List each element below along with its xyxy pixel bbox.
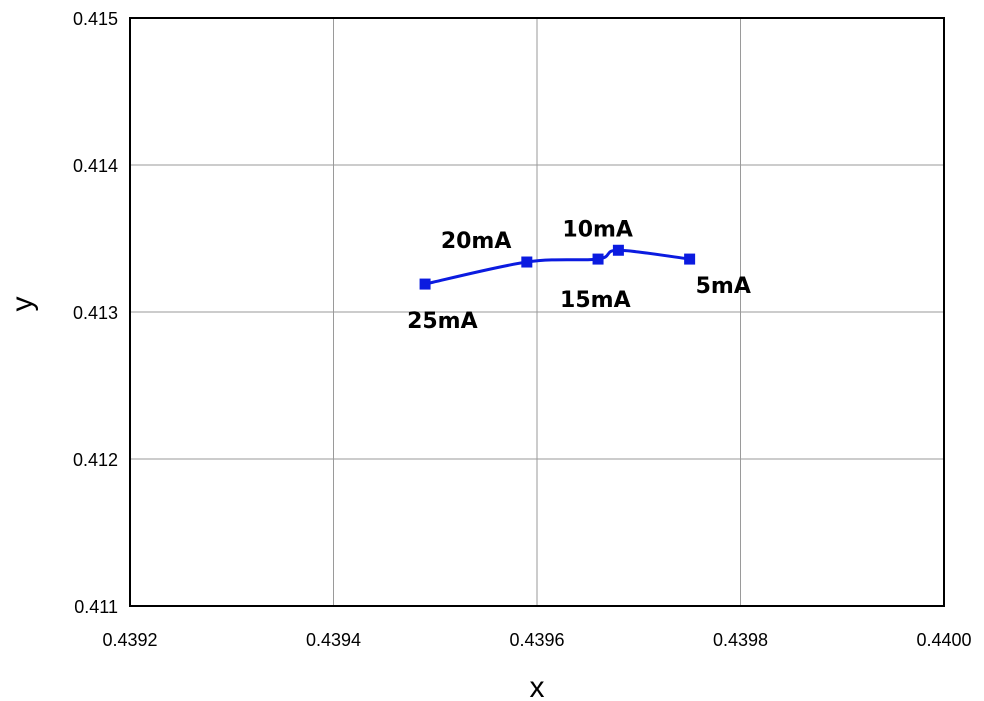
y-axis-ticks: 0.411 0.412 0.413 0.414 0.415 xyxy=(73,9,118,617)
x-tick-label: 0.4394 xyxy=(306,630,361,650)
data-point-label: 10mA xyxy=(562,217,633,242)
y-tick-label: 0.413 xyxy=(73,303,118,323)
data-point-marker xyxy=(684,253,696,265)
data-point-marker xyxy=(521,256,533,268)
series-line xyxy=(424,248,690,286)
plot-frame xyxy=(129,17,945,607)
y-tick-label: 0.414 xyxy=(73,156,118,176)
data-point-marker xyxy=(612,244,624,256)
y-axis-title: y xyxy=(6,297,39,312)
data-point-label: 20mA xyxy=(441,229,512,254)
data-point-marker xyxy=(419,278,431,290)
data-point-label: 25mA xyxy=(407,309,478,334)
data-point-marker xyxy=(592,253,604,265)
x-tick-label: 0.4400 xyxy=(916,630,971,650)
x-tick-label: 0.4396 xyxy=(509,630,564,650)
data-labels: 5mA 10mA 15mA 20mA 25mA xyxy=(407,217,751,334)
grid-lines xyxy=(130,18,944,606)
y-tick-label: 0.412 xyxy=(73,450,118,470)
x-tick-label: 0.4392 xyxy=(102,630,157,650)
y-tick-label: 0.411 xyxy=(74,597,118,617)
data-point-label: 5mA xyxy=(696,274,751,299)
x-axis-title: x xyxy=(530,671,545,701)
data-markers xyxy=(419,244,696,290)
x-axis-ticks: 0.4392 0.4394 0.4396 0.4398 0.4400 xyxy=(102,630,971,650)
y-tick-label: 0.415 xyxy=(73,9,118,29)
data-point-label: 15mA xyxy=(560,288,631,313)
x-tick-label: 0.4398 xyxy=(713,630,768,650)
